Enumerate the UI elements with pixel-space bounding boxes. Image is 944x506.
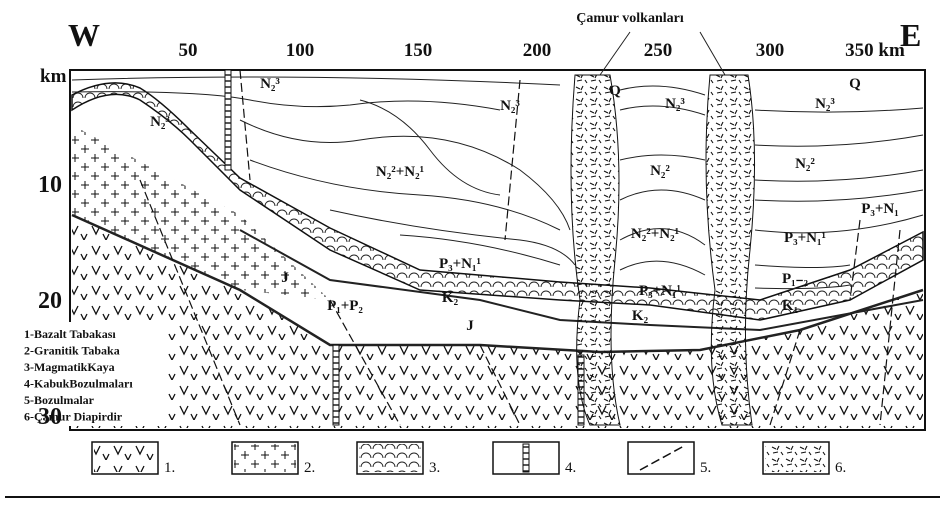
distance-label: 300 [756, 40, 785, 61]
legend-item: 5-Bozulmalar [24, 393, 95, 407]
legend-box [628, 442, 694, 474]
formation-label: K₁ [782, 298, 798, 314]
distance-label: 100 [286, 40, 315, 61]
volcano-label: Çamur volkanları [576, 11, 684, 26]
formation-label: J [281, 270, 289, 286]
formation-label: K₂ [632, 308, 649, 324]
formation-label: P₃+N₁¹ [439, 256, 481, 272]
distance-label: 50 [179, 40, 198, 61]
formation-label: N₂²+N₂¹ [631, 226, 679, 242]
legend-item: 3-MagmatikKaya [24, 360, 115, 374]
formation-label: N₂³ [500, 98, 520, 114]
formation-label: K₂ [442, 290, 459, 306]
formation-label: Q [609, 83, 621, 99]
formation-label: J [466, 318, 474, 334]
depth-label: 20 [38, 288, 62, 314]
legend-item: 6-Çamur Diapirdir [24, 410, 123, 424]
legend-box-label: 6. [835, 460, 846, 476]
formation-label: N₂³ [815, 96, 835, 112]
formation-label: P₁+P₂ [327, 298, 363, 314]
west-label: W [68, 17, 100, 53]
formation-label: N₂³ [150, 114, 170, 130]
formation-label: P₁₋₂ [782, 271, 809, 287]
km-unit: km [40, 66, 67, 87]
distance-label: 350 km [845, 40, 905, 61]
distance-label: 150 [404, 40, 433, 61]
legend-item: 2-Granitik Tabaka [24, 344, 120, 358]
formation-label: P₃+N₁¹ [639, 283, 681, 299]
formation-label: N₂³ [665, 96, 685, 112]
legend-item: 1-Bazalt Tabakası [24, 327, 116, 341]
formation-label: N₂² [650, 163, 670, 179]
geologic-section: W E Çamur volkanları km 5010015020025030… [0, 0, 944, 506]
legend-swatch [523, 444, 529, 472]
legend-item: 4-KabukBozulmaları [24, 377, 133, 391]
legend-swatch [359, 444, 421, 472]
legend-box-label: 5. [700, 460, 711, 476]
distance-label: 250 [644, 40, 673, 61]
formation-label: N₂² [795, 156, 815, 172]
formation-label: N₂³ [260, 76, 280, 92]
distance-label: 200 [523, 40, 552, 61]
legend-swatch [765, 444, 827, 472]
legend-box-label: 3. [429, 460, 440, 476]
formation-label: Q [849, 76, 861, 92]
legend-box-label: 1. [164, 460, 175, 476]
formation-label: N₂²+N₂¹ [376, 164, 424, 180]
legend-swatch [234, 444, 296, 472]
formation-label: P₃+N₁ [861, 201, 899, 217]
legend-box-label: 2. [304, 460, 315, 476]
legend-swatch [94, 444, 156, 472]
formation-label: P₃+N₁¹ [784, 230, 826, 246]
depth-label: 10 [38, 172, 62, 198]
legend-box-label: 4. [565, 460, 576, 476]
